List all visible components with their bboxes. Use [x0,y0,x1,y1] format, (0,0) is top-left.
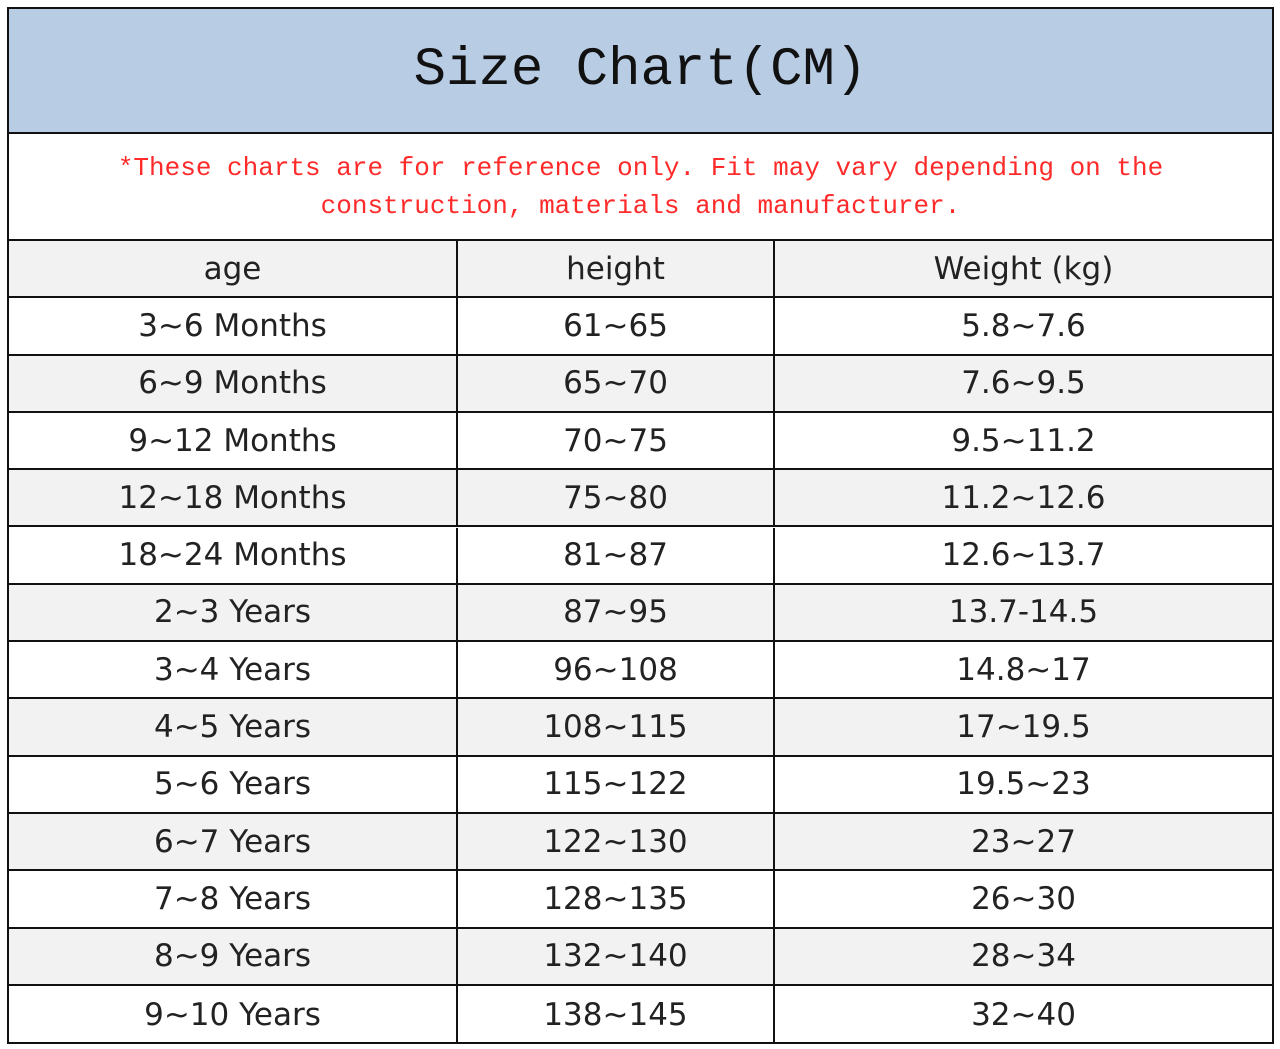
table-row: 7~8 Years 128~135 26~30 [9,871,1272,929]
size-chart: Size Chart(CM) *These charts are for ref… [7,7,1274,1044]
title: Size Chart(CM) [9,9,1272,134]
table-cell: 13.7-14.5 [948,594,1099,631]
table-cell: 87~95 [458,584,775,641]
note: *These charts are for reference only. Fi… [117,152,1164,221]
table-cell: 12.6~13.7 [941,537,1106,574]
table-cell: 14.8~17 [956,651,1091,688]
table-cell: 4~5 Years [9,699,458,755]
column-header: height [458,241,775,297]
table-cell: 128~135 [458,871,775,927]
table-cell: 7.6~9.5 [961,365,1086,402]
table-row: 6~9 Months 65~70 7.6~9.5 [9,355,1272,413]
table-cell: 26~30 [971,880,1076,917]
table-cell: 9~12 Months [9,412,458,469]
table-row: 6~7 Years 122~130 23~27 [9,814,1272,872]
table-row: 5~6 Years 115~122 19.5~23 [9,756,1272,814]
table-row: 4~5 Years 108~115 17~19.5 [9,699,1272,757]
table-row: 18~24 Months 81~87 12.6~13.7 [9,527,1272,585]
table-cell: 6~7 Years [9,814,458,870]
table-cell: 19.5~23 [956,766,1091,803]
table-cell: 23~27 [971,823,1076,860]
column-header: Weight (kg) [933,250,1114,287]
table-cell: 32~40 [971,996,1076,1033]
table-cell: 3~4 Years [9,642,458,698]
table-cell: 7~8 Years [9,871,458,927]
table-cell: 9~10 Years [9,985,458,1044]
table-row: 3~4 Years 96~108 14.8~17 [9,642,1272,700]
table-cell: 115~122 [458,756,775,812]
table-cell: 108~115 [458,699,775,755]
table-cell: 75~80 [458,470,775,526]
table-cell: 6~9 Months [9,355,458,411]
table-row: 2~3 Years 87~95 13.7-14.5 [9,584,1272,643]
table-cell: 11.2~12.6 [941,479,1106,516]
table-row: 3~6 Months 61~65 5.8~7.6 [9,298,1272,356]
table-cell: 5.8~7.6 [961,307,1086,344]
table-row: 9~12 Months 70~75 9.5~11.2 [9,412,1272,471]
table-cell: 132~140 [458,928,775,984]
table-cell: 8~9 Years [9,928,458,984]
table-cell: 17~19.5 [956,709,1091,746]
table-cell: 122~130 [458,814,775,870]
table-cell: 18~24 Months [9,527,458,583]
table-row: 9~10 Years 138~145 32~40 [9,985,1272,1044]
table-cell: 138~145 [458,985,775,1044]
table-cell: 5~6 Years [9,756,458,812]
column-header: age [9,241,458,297]
header-row: age height Weight (kg) [9,241,1272,299]
table-row: 8~9 Years 132~140 28~34 [9,928,1272,986]
table-cell: 81~87 [458,527,775,583]
table-cell: 61~65 [458,298,775,354]
table-cell: 65~70 [458,355,775,411]
note-row: *These charts are for reference only. Fi… [9,134,1272,241]
table-cell: 3~6 Months [9,298,458,354]
table-cell: 28~34 [971,938,1076,975]
table-row: 12~18 Months 75~80 11.2~12.6 [9,470,1272,528]
table-cell: 96~108 [458,642,775,698]
table-cell: 2~3 Years [9,584,458,641]
table-cell: 9.5~11.2 [951,422,1096,459]
table-cell: 70~75 [458,412,775,469]
table-cell: 12~18 Months [9,470,458,526]
